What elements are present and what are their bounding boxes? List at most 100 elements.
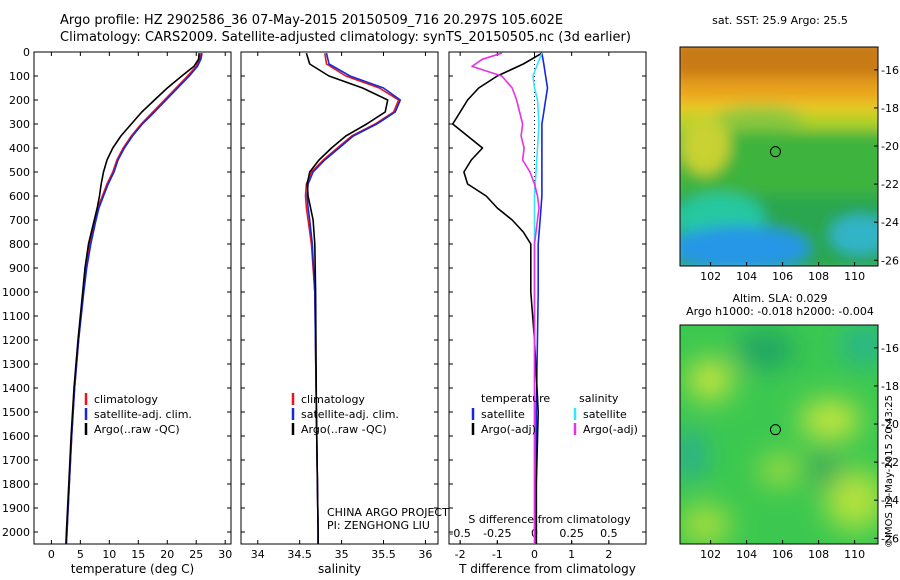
series-line-argo-raw-qc- (65, 53, 200, 544)
depth-tick-label: 1600 (2, 430, 30, 443)
x-tick-label: 20 (160, 548, 174, 561)
depth-tick-label: 1500 (2, 406, 30, 419)
sst-float-marker (769, 146, 781, 158)
legend-label: Argo(-adj) (583, 423, 638, 436)
x-tick-label: 10 (102, 548, 116, 561)
depth-tick-label: 1100 (2, 310, 30, 323)
x-tick-label: 0 (48, 548, 55, 561)
map-x-tick-label: 110 (844, 270, 865, 283)
sla-map-title-2: Argo h1000: -0.018 h2000: -0.004 (686, 305, 874, 318)
sst-map-title: sat. SST: 25.9 Argo: 25.5 (712, 14, 848, 27)
series-line-argo-adj- (471, 52, 540, 544)
panel-frame (448, 51, 647, 545)
depth-tick-label: 2000 (2, 526, 30, 539)
x-tick-label: 34 (251, 548, 265, 561)
x-tick-label: 35 (335, 548, 349, 561)
map-x-tick-label: 104 (736, 548, 757, 561)
s-diff-tick-label: 0.5 (600, 527, 618, 540)
legend-label: climatology (94, 393, 158, 406)
s-diff-tick-label: 0.25 (559, 527, 584, 540)
difference-panel: -2 -1 0 1 2-0.5 -0.25 0 0.25 0.5S difference fro… (448, 51, 647, 576)
depth-tick-label: 1900 (2, 502, 30, 515)
depth-tick-label: 100 (9, 70, 30, 83)
series-group (451, 52, 549, 544)
x-tick-label: -1 (492, 548, 503, 561)
legend-label: satellite-adj. clim. (94, 408, 192, 421)
x-tick-label: 0 (531, 548, 538, 561)
depth-tick-label: 1200 (2, 334, 30, 347)
map-y-tick-label: -26 (881, 254, 899, 267)
sla-map (680, 325, 878, 544)
legend-label: Argo(..raw -QC) (94, 423, 180, 436)
depth-tick-label: 1000 (2, 286, 30, 299)
depth-tick-label: 0 (23, 46, 30, 59)
x-tick-label: 34.5 (287, 548, 312, 561)
depth-tick-label: 400 (9, 142, 30, 155)
s-diff-tick-label: -0.25 (483, 527, 511, 540)
sla-map-frame (679, 324, 879, 545)
series-line-argo-raw-qc- (305, 52, 389, 544)
depth-tick-label: 500 (9, 166, 30, 179)
legend-label: satellite (583, 408, 627, 421)
sst-map-frame (679, 46, 879, 267)
map-x-tick-label: 108 (808, 270, 829, 283)
depth-tick-label: 600 (9, 190, 30, 203)
depth-tick-label: 1700 (2, 454, 30, 467)
legend-title: salinity (579, 392, 619, 405)
sla-map-title-1: Altim. SLA: 0.029 (732, 292, 828, 305)
legend-label: satellite-adj. clim. (301, 408, 399, 421)
map-y-tick-label: -20 (881, 140, 899, 153)
x-tick-label: -2 (455, 548, 466, 561)
sst-map (680, 47, 878, 266)
map-x-tick-label: 102 (700, 548, 721, 561)
x-tick-label: 2 (605, 548, 612, 561)
x-tick-label: 36 (418, 548, 432, 561)
map-x-tick-label: 104 (736, 270, 757, 283)
project-line1: CHINA ARGO PROJECT (327, 506, 449, 519)
map-y-tick-label: -22 (881, 456, 899, 469)
depth-tick-label: 900 (9, 262, 30, 275)
header-line2: Climatology: CARS2009. Satellite-adjuste… (60, 30, 631, 45)
map-y-tick-label: -18 (881, 380, 899, 393)
x-axis-label: temperature (deg C) (71, 562, 194, 576)
legend-title: temperature (481, 392, 550, 405)
map-y-tick-label: -26 (881, 532, 899, 545)
depth-tick-label: 800 (9, 238, 30, 251)
x-tick-label: 1 (568, 548, 575, 561)
legend-label: Argo(-adj) (481, 423, 536, 436)
depth-tick-label: 200 (9, 94, 30, 107)
map-y-tick-label: -18 (881, 102, 899, 115)
panel-frame (240, 51, 439, 545)
x-axis-label: T difference from climatology (458, 562, 636, 576)
s-diff-tick-label: -0.5 (449, 527, 470, 540)
map-y-tick-label: -16 (881, 342, 899, 355)
map-x-tick-label: 108 (808, 548, 829, 561)
series-line-satellite (535, 53, 549, 544)
series-line-satellite-adj-clim- (306, 53, 402, 544)
map-x-tick-label: 110 (844, 548, 865, 561)
header-line1: Argo profile: HZ 2902586_36 07-May-2015 … (60, 13, 564, 28)
map-y-tick-label: -24 (881, 216, 899, 229)
x-tick-label: 25 (189, 548, 203, 561)
legend-label: climatology (301, 393, 365, 406)
x-tick-label: 5 (77, 548, 84, 561)
map-y-tick-label: -22 (881, 178, 899, 191)
salinity-panel: 34 34.5 35 35.5 36 salinity climatology satelli… (240, 51, 439, 576)
s-diff-axis-label: S difference from climatology (468, 513, 631, 526)
sst-map-axes: 102 104 106 108 110 -16 -18 -20 -22 -24 -26 (700, 64, 899, 283)
map-y-tick-label: -20 (881, 418, 899, 431)
x-tick-label: 35.5 (371, 548, 396, 561)
x-tick-label: 15 (131, 548, 145, 561)
depth-tick-label: 700 (9, 214, 30, 227)
panel-frame (33, 51, 232, 545)
legend-label: satellite (481, 408, 525, 421)
x-tick-label: 30 (218, 548, 232, 561)
map-y-tick-label: -16 (881, 64, 899, 77)
project-line2: PI: ZENGHONG LIU (327, 519, 430, 532)
map-x-tick-label: 106 (772, 548, 793, 561)
x-axis-label: salinity (318, 562, 361, 576)
depth-tick-label: 300 (9, 118, 30, 131)
map-x-tick-label: 106 (772, 270, 793, 283)
legend-label: Argo(..raw -QC) (301, 423, 387, 436)
